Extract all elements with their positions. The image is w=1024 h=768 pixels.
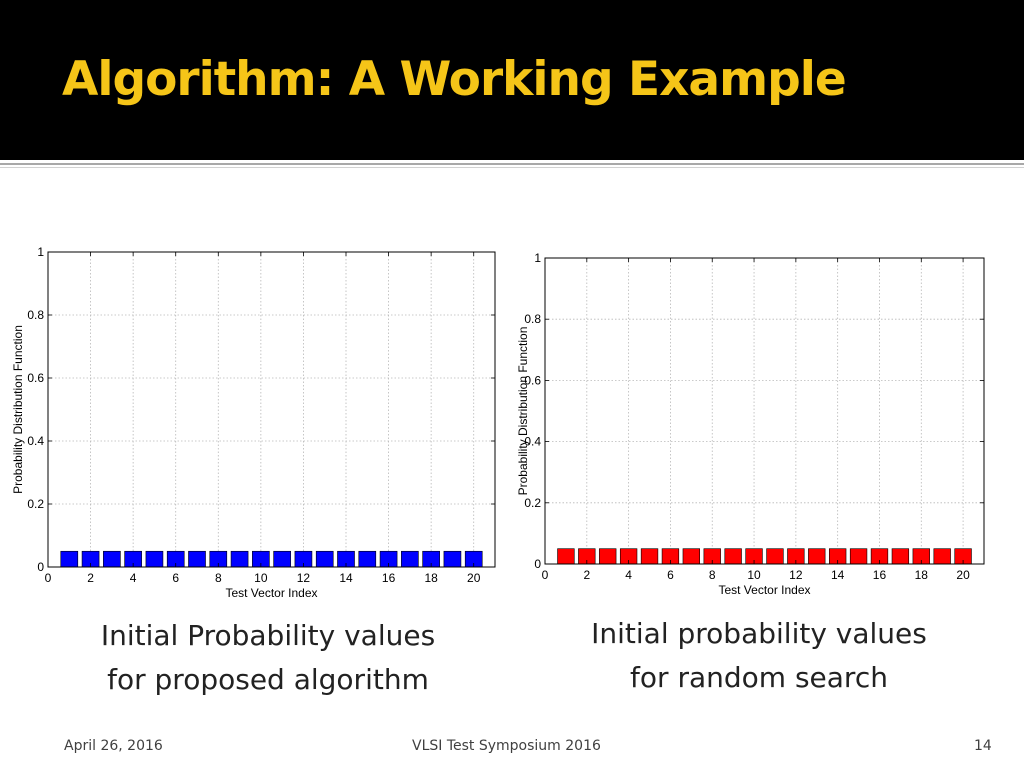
bar: [273, 550, 291, 568]
chart-proposed-algorithm: 0 2 4 6 8 10 12 14 16 18 20 0 0.2 0.4 0.6 0.8 1 Test Vect…: [0, 240, 500, 605]
x-tick-label: 2: [583, 568, 590, 582]
bar: [188, 550, 206, 568]
y-tick-label: 0.4: [524, 435, 541, 449]
bar: [599, 548, 617, 565]
title-bar: Algorithm: A Working Example: [0, 0, 1024, 160]
x-tick-label: 6: [172, 571, 179, 585]
plot-frame: [544, 257, 985, 565]
x-tick-label: 18: [915, 568, 929, 582]
bar: [443, 550, 462, 568]
x-tick-label: 6: [667, 568, 674, 582]
y-tick-label: 0.6: [524, 373, 541, 387]
footer-page-number: 14: [974, 738, 992, 754]
y-tick-label: 1: [534, 251, 541, 265]
bar: [849, 548, 868, 565]
x-tick-label: 4: [625, 568, 632, 582]
header-divider-thin: [0, 167, 1024, 168]
caption-random-search: Initial probability values for random se…: [549, 612, 969, 700]
x-tick-label: 4: [130, 571, 137, 585]
x-tick-label: 8: [709, 568, 716, 582]
y-tick-label: 1: [37, 245, 44, 259]
x-tick-label: 20: [956, 568, 970, 582]
x-tick-label: 8: [215, 571, 222, 585]
x-tick-label: 0: [45, 571, 52, 585]
bar: [808, 548, 826, 565]
header-divider: [0, 163, 1024, 165]
bar: [682, 548, 700, 565]
x-axis-label: Test Vector Index: [225, 586, 317, 600]
x-tick-label: 14: [831, 568, 845, 582]
x-axis-label: Test Vector Index: [718, 583, 810, 597]
x-tick-label: 2: [87, 571, 94, 585]
bar: [640, 548, 659, 565]
x-tick-label: 18: [424, 571, 438, 585]
bar: [145, 550, 164, 568]
plot-frame: [47, 251, 496, 568]
y-tick-label: 0.6: [27, 371, 44, 385]
x-tick-label: 16: [382, 571, 396, 585]
chart-proposed-algorithm-svg: 0 2 4 6 8 10 12 14 16 18 20 0 0.2 0.4 0.6 0.8 1 Test Vect…: [11, 245, 496, 600]
plot-area: [48, 252, 495, 567]
y-tick-label: 0: [37, 560, 44, 574]
footer-event: VLSI Test Symposium 2016: [412, 738, 601, 754]
footer-date: April 26, 2016: [64, 738, 163, 754]
bar: [401, 550, 419, 568]
caption-proposed-algorithm: Initial Probability values for proposed …: [58, 614, 478, 702]
y-axis-label: Probability Distribution Function: [11, 325, 25, 494]
y-axis-label: Probability Distribution Function: [516, 327, 530, 496]
bar: [230, 550, 249, 568]
x-tick-label: 20: [467, 571, 481, 585]
bar: [933, 548, 951, 565]
y-tick-label: 0.4: [27, 434, 44, 448]
caption-proposed-line1: Initial Probability values: [100, 619, 436, 652]
y-tick-label: 0: [534, 557, 541, 571]
y-tick-label: 0.8: [524, 312, 541, 326]
x-tick-label: 12: [297, 571, 311, 585]
bar: [557, 548, 575, 565]
chart-random-search-svg: 0 2 4 6 8 10 12 14 16 18 20 0 0.2 0.4 0.6 0.8 1 Test Vect…: [516, 251, 985, 597]
bar: [766, 548, 784, 565]
bar: [60, 550, 79, 568]
x-tick-label: 0: [542, 568, 549, 582]
x-tick-label: 10: [254, 571, 268, 585]
chart-random-search: 0 2 4 6 8 10 12 14 16 18 20 0 0.2 0.4 0.6 0.8 1 Test Vect…: [505, 245, 1000, 605]
bar: [358, 550, 377, 568]
x-tick-label: 12: [789, 568, 803, 582]
x-tick-label: 14: [339, 571, 353, 585]
caption-random-line1: Initial probability values: [591, 617, 927, 650]
y-tick-label: 0.2: [524, 496, 541, 510]
x-tick-label: 16: [873, 568, 887, 582]
bar: [103, 550, 121, 568]
bar: [891, 548, 910, 565]
caption-proposed-line2: for proposed algorithm: [107, 663, 429, 696]
bar: [315, 550, 334, 568]
x-tick-label: 10: [747, 568, 761, 582]
y-tick-label: 0.8: [27, 308, 44, 322]
y-tick-label: 0.2: [27, 497, 44, 511]
plot-area: [545, 258, 984, 564]
caption-random-line2: for random search: [630, 661, 888, 694]
bar: [724, 548, 742, 565]
slide-title: Algorithm: A Working Example: [62, 52, 847, 107]
